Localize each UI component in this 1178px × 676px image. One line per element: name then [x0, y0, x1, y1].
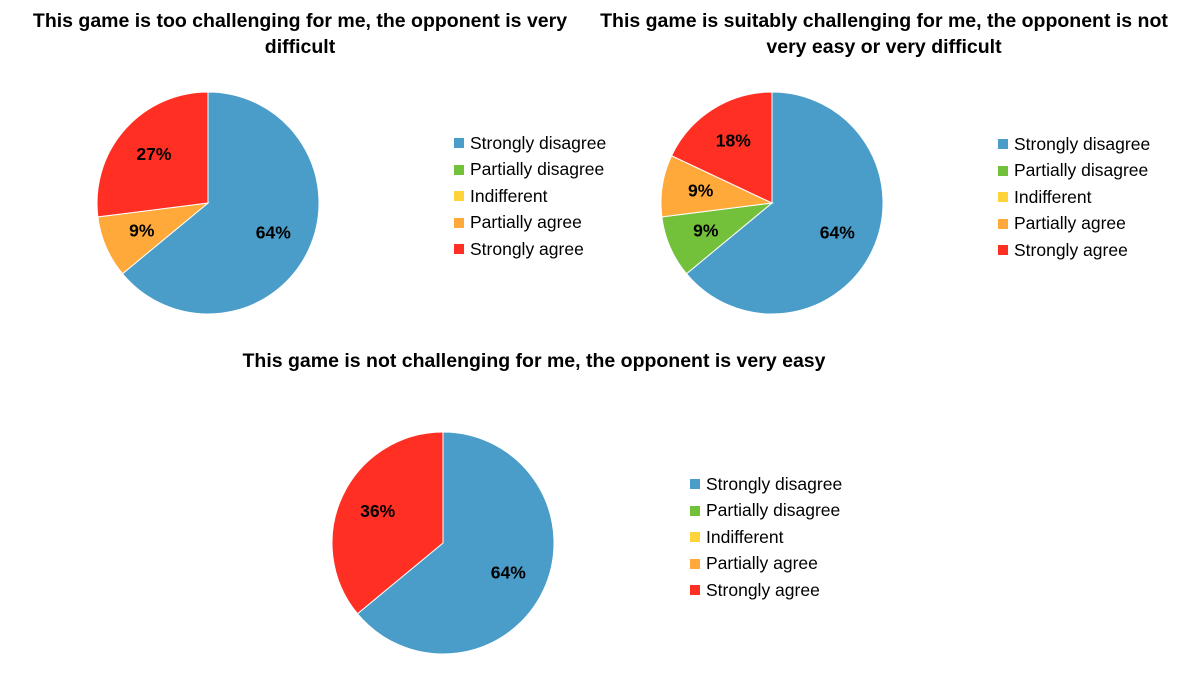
legend-swatch — [454, 164, 464, 175]
legend-swatch — [998, 218, 1008, 229]
chart-title: This game is suitably challenging for me… — [600, 10, 1168, 58]
pie-plot: 64% 9% 9% 18% — [660, 91, 884, 315]
pie-slice-strongly-disagree — [121, 91, 320, 315]
legend-label: Strongly disagree — [706, 473, 843, 494]
legend-swatch — [454, 191, 464, 202]
legend-item-partially-agree: Partially agree — [454, 210, 606, 237]
legend-label: Partially disagree — [470, 159, 605, 180]
legend-swatch — [998, 245, 1008, 256]
legend-item-strongly-disagree: Strongly disagree — [998, 131, 1150, 158]
legend: Strongly disagree Partially disagree Indif… — [454, 130, 606, 263]
legend-swatch — [690, 585, 700, 596]
legend-swatch — [690, 505, 700, 516]
slice-label-strongly-agree: 27% — [136, 144, 171, 164]
chart-title: This game is not challenging for me, the… — [242, 350, 826, 372]
legend-swatch — [998, 139, 1008, 150]
pie-slice-strongly-agree — [670, 91, 773, 204]
legend: Strongly disagree Partially disagree Indif… — [690, 471, 842, 604]
pie-plot: 64% 9% 27% — [96, 91, 320, 315]
legend-label: Strongly agree — [706, 579, 820, 600]
legend-label: Partially agree — [1014, 213, 1126, 234]
legend-label: Partially disagree — [706, 500, 841, 521]
slice-label-strongly-disagree: 64% — [820, 222, 855, 242]
legend-item-indifferent: Indifferent — [454, 183, 606, 210]
slice-label-strongly-agree: 18% — [716, 131, 751, 151]
legend-swatch — [690, 532, 700, 543]
legend-label: Strongly agree — [1014, 239, 1128, 260]
legend-label: Indifferent — [706, 526, 784, 547]
slice-label-partially-disagree: 9% — [693, 220, 719, 240]
legend-swatch — [690, 558, 700, 569]
legend-label: Strongly disagree — [1014, 133, 1151, 154]
legend-item-partially-disagree: Partially disagree — [998, 158, 1150, 185]
legend-label: Indifferent — [1014, 186, 1092, 207]
legend-item-strongly-disagree: Strongly disagree — [454, 130, 606, 157]
pie-slice-strongly-agree — [96, 91, 209, 218]
pie-slice-strongly-disagree — [685, 91, 884, 315]
legend-swatch — [998, 165, 1008, 176]
legend-swatch — [998, 192, 1008, 203]
legend-swatch — [454, 138, 464, 149]
legend-label: Strongly agree — [470, 238, 584, 259]
legend-label: Strongly disagree — [470, 132, 607, 153]
slice-label-strongly-disagree: 64% — [256, 222, 291, 242]
legend-label: Indifferent — [470, 185, 548, 206]
pie-chart-too-challenging: This game is too challenging for me, the… — [0, 0, 640, 330]
legend: Strongly disagree Partially disagree Indif… — [998, 131, 1150, 264]
pie-chart-not-challenging: This game is not challenging for me, the… — [230, 340, 930, 676]
legend-label: Partially agree — [470, 212, 582, 233]
pie-plot: 64% 36% — [331, 431, 555, 655]
legend-item-strongly-agree: Strongly agree — [690, 577, 842, 604]
legend-item-strongly-disagree: Strongly disagree — [690, 471, 842, 498]
slice-label-partially-agree: 9% — [688, 180, 714, 200]
legend-item-partially-agree: Partially agree — [998, 211, 1150, 238]
chart-title: This game is too challenging for me, the… — [32, 10, 568, 58]
slice-label-strongly-agree: 36% — [360, 501, 395, 521]
legend-item-partially-disagree: Partially disagree — [454, 157, 606, 184]
legend-swatch — [690, 479, 700, 490]
slice-label-strongly-disagree: 64% — [491, 562, 526, 582]
legend-item-strongly-agree: Strongly agree — [454, 236, 606, 263]
pie-chart-suitably-challenging: This game is suitably challenging for me… — [590, 0, 1178, 330]
legend-swatch — [454, 244, 464, 255]
pie-slice-strongly-agree — [331, 431, 444, 615]
legend-item-partially-agree: Partially agree — [690, 551, 842, 578]
legend-item-strongly-agree: Strongly agree — [998, 237, 1150, 264]
legend-swatch — [454, 217, 464, 228]
pie-slice-strongly-disagree — [356, 431, 555, 655]
slice-label-partially-agree: 9% — [129, 220, 155, 240]
legend-item-partially-disagree: Partially disagree — [690, 498, 842, 525]
legend-label: Partially agree — [706, 553, 818, 574]
legend-item-indifferent: Indifferent — [690, 524, 842, 551]
legend-item-indifferent: Indifferent — [998, 184, 1150, 211]
legend-label: Partially disagree — [1014, 160, 1149, 181]
